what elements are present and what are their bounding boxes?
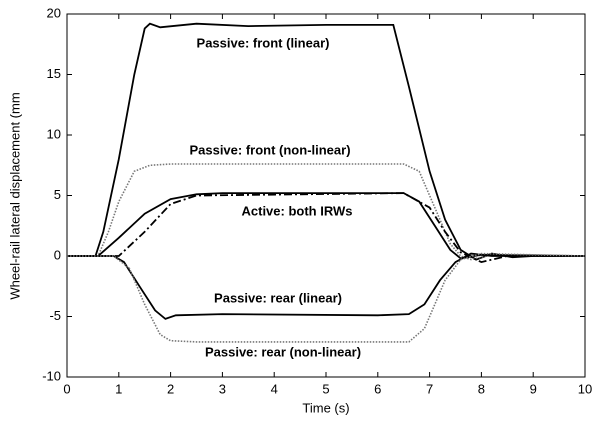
x-tick-label: 5 <box>322 381 329 396</box>
x-tick-label: 10 <box>578 381 592 396</box>
x-tick-label: 8 <box>478 381 485 396</box>
x-tick-label: 4 <box>271 381 278 396</box>
y-tick-label: 10 <box>47 126 61 141</box>
y-tick-label: 15 <box>47 66 61 81</box>
y-axis-label: Wheel-rail lateral displacement (mm <box>7 92 22 299</box>
x-tick-label: 3 <box>219 381 226 396</box>
y-tick-label: -5 <box>49 308 61 323</box>
series-label: Passive: rear (linear) <box>214 290 342 305</box>
series-line <box>67 192 585 264</box>
y-tick-label: -10 <box>42 368 61 383</box>
x-tick-label: 1 <box>115 381 122 396</box>
x-tick-label: 9 <box>530 381 537 396</box>
y-tick-label: 5 <box>54 187 61 202</box>
series-line <box>67 252 586 343</box>
y-tick-label: 20 <box>47 5 61 20</box>
series-label: Passive: front (non-linear) <box>189 142 350 157</box>
x-axis-label: Time (s) <box>302 400 349 415</box>
series-line <box>67 252 585 320</box>
series-line <box>67 163 585 261</box>
x-tick-label: 7 <box>426 381 433 396</box>
plot-frame <box>66 13 586 378</box>
series-label: Passive: front (linear) <box>197 35 330 50</box>
series-line <box>67 192 586 260</box>
series-label: Passive: rear (non-linear) <box>205 344 361 359</box>
x-tick-label: 6 <box>374 381 381 396</box>
y-tick-label: 0 <box>54 247 61 262</box>
x-tick-label: 2 <box>167 381 174 396</box>
series-label: Active: both IRWs <box>242 203 353 218</box>
x-tick-label: 0 <box>63 381 70 396</box>
